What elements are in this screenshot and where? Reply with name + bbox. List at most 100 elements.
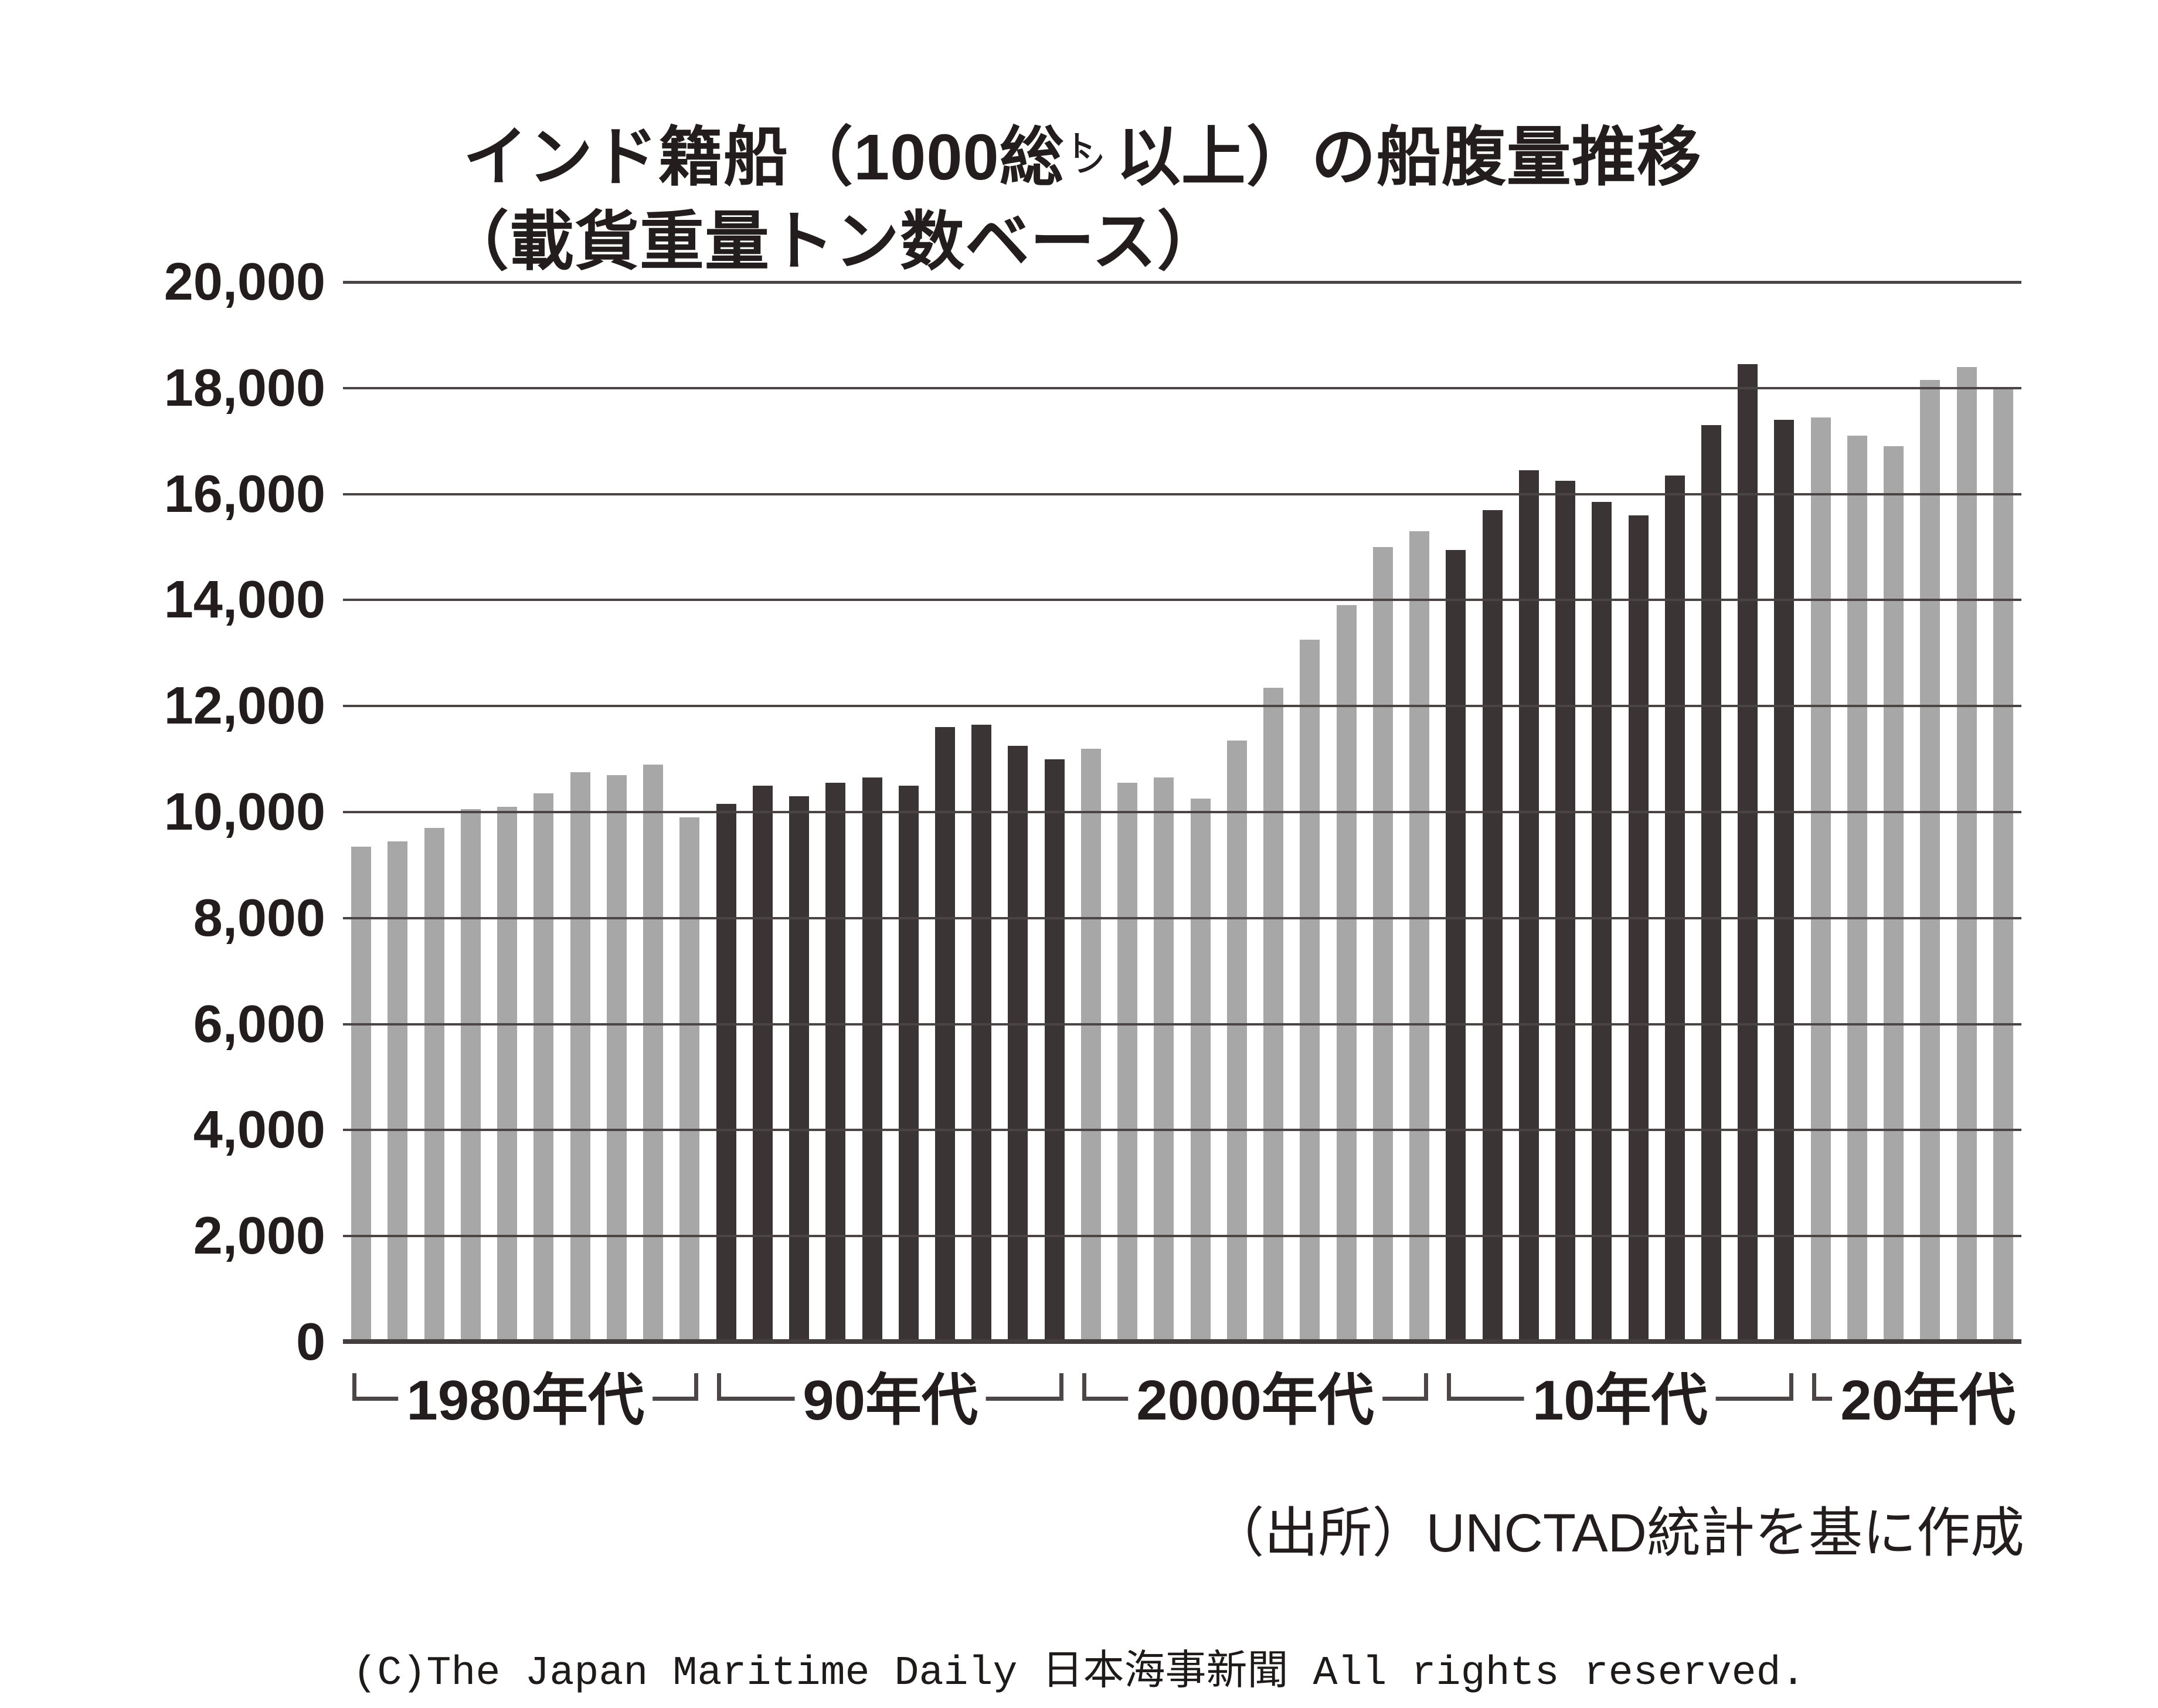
bar-2024 <box>1956 367 1977 1342</box>
decade-group-1980年代: 1980年代 <box>343 1359 708 1447</box>
bar-2004 <box>1226 741 1247 1342</box>
y-axis-label-2000: 2,000 <box>193 1207 325 1265</box>
y-axis-label-6000: 6,000 <box>193 995 325 1054</box>
decade-label: 20年代 <box>1832 1366 2016 1435</box>
bar-2005 <box>1263 688 1284 1342</box>
bracket-left-tick <box>1812 1373 1816 1401</box>
bar-2011 <box>1482 510 1503 1342</box>
y-axis-label-8000: 8,000 <box>193 889 325 948</box>
bar-2009 <box>1409 531 1430 1342</box>
bar-2025 <box>1993 388 2013 1342</box>
decade-label: 90年代 <box>794 1366 986 1435</box>
y-axis-label-18000: 18,000 <box>164 359 325 417</box>
bar-2001 <box>1117 783 1138 1342</box>
bar-1986 <box>570 772 590 1342</box>
bar-1982 <box>424 828 444 1342</box>
bracket-right-tick <box>1789 1373 1793 1401</box>
bar-1985 <box>533 793 554 1342</box>
bracket-left-tick <box>717 1373 722 1401</box>
bracket-right-tick <box>1059 1373 1063 1401</box>
bracket-left-tick <box>1082 1373 1086 1401</box>
small-ton-mark: トン <box>1065 123 1116 187</box>
bar-1991 <box>752 786 773 1342</box>
decade-label: 1980年代 <box>398 1366 653 1435</box>
bar-2000 <box>1080 749 1101 1342</box>
bar-2007 <box>1336 605 1357 1342</box>
bar-2022 <box>1884 446 1904 1342</box>
bracket-left-tick <box>1447 1373 1452 1401</box>
gridline-16000 <box>343 493 2021 495</box>
title-text-pre: インド籍船（1000総 <box>463 121 1065 193</box>
bar-2021 <box>1847 436 1867 1342</box>
y-axis-label-20000: 20,000 <box>164 253 325 311</box>
x-axis-decade-groups: 1980年代 90年代 2000年代 10年代 20年代 <box>343 1359 2021 1447</box>
bar-1980 <box>351 847 372 1342</box>
bar-2003 <box>1190 799 1211 1342</box>
decade-group-90年代: 90年代 <box>708 1359 1072 1447</box>
bar-1994 <box>862 777 882 1342</box>
bracket-left-tick <box>352 1373 356 1401</box>
bar-1981 <box>388 841 408 1342</box>
bar-2018 <box>1738 364 1758 1342</box>
gridline-0 <box>343 1339 2021 1344</box>
decade-group-20年代: 20年代 <box>1803 1359 2021 1447</box>
plot-area <box>343 281 2021 1344</box>
chart-title-line1: インド籍船（1000総トン以上）の船腹量推移 <box>463 104 1702 198</box>
bar-1990 <box>716 804 736 1342</box>
bar-1988 <box>643 765 663 1342</box>
bar-2006 <box>1300 640 1320 1342</box>
copyright-line: (C)The Japan Maritime Daily 日本海事新聞 All r… <box>352 1651 1806 1697</box>
decade-bracket: 90年代 <box>717 1359 1063 1445</box>
bar-1984 <box>497 807 518 1342</box>
y-axis-label-0: 0 <box>295 1313 325 1371</box>
bar-2013 <box>1555 481 1575 1342</box>
gridline-20000 <box>343 281 2021 284</box>
bar-1995 <box>898 786 919 1342</box>
y-axis-label-14000: 14,000 <box>164 571 325 629</box>
gridline-2000 <box>343 1235 2021 1237</box>
bar-1992 <box>789 796 809 1342</box>
decade-bracket: 1980年代 <box>352 1359 699 1445</box>
bar-2015 <box>1628 515 1649 1342</box>
gridline-4000 <box>343 1129 2021 1131</box>
decade-bracket: 20年代 <box>1812 1359 2016 1445</box>
small-ton-char2: ン <box>1074 145 1105 179</box>
gridline-10000 <box>343 811 2021 813</box>
title-text-post: 以上）の船腹量推移 <box>1116 121 1702 193</box>
decade-group-2000年代: 2000年代 <box>1073 1359 1437 1447</box>
gridline-12000 <box>343 705 2021 707</box>
bar-2002 <box>1154 777 1174 1342</box>
bar-1996 <box>934 727 955 1342</box>
bar-1983 <box>460 809 481 1342</box>
bar-2020 <box>1810 417 1831 1342</box>
small-ton-char1: ト <box>1065 130 1096 164</box>
y-axis-label-12000: 12,000 <box>164 677 325 735</box>
y-axis-label-4000: 4,000 <box>193 1101 325 1159</box>
bar-2023 <box>1920 380 1940 1342</box>
bar-2014 <box>1592 502 1612 1342</box>
gridline-6000 <box>343 1023 2021 1026</box>
gridline-18000 <box>343 387 2021 389</box>
y-axis-label-16000: 16,000 <box>164 465 325 524</box>
decade-group-10年代: 10年代 <box>1437 1359 1802 1447</box>
bracket-right-tick <box>694 1373 699 1401</box>
bar-2008 <box>1372 547 1393 1342</box>
bar-2019 <box>1774 420 1795 1342</box>
bracket-right-tick <box>1424 1373 1429 1401</box>
decade-label: 10年代 <box>1524 1366 1716 1435</box>
bar-1997 <box>971 725 992 1342</box>
bar-2017 <box>1701 425 1721 1342</box>
bar-1987 <box>606 775 627 1342</box>
gridline-14000 <box>343 599 2021 601</box>
decade-label: 2000年代 <box>1128 1366 1382 1435</box>
bar-1993 <box>825 783 846 1342</box>
bar-1989 <box>679 817 700 1342</box>
bar-2010 <box>1446 550 1466 1342</box>
decade-bracket: 2000年代 <box>1082 1359 1429 1445</box>
source-note: （出所）UNCTAD統計を基に作成 <box>1210 1503 2025 1563</box>
bar-1999 <box>1044 759 1065 1342</box>
y-axis-label-10000: 10,000 <box>164 783 325 841</box>
gridline-8000 <box>343 917 2021 919</box>
bar-2012 <box>1518 470 1539 1342</box>
